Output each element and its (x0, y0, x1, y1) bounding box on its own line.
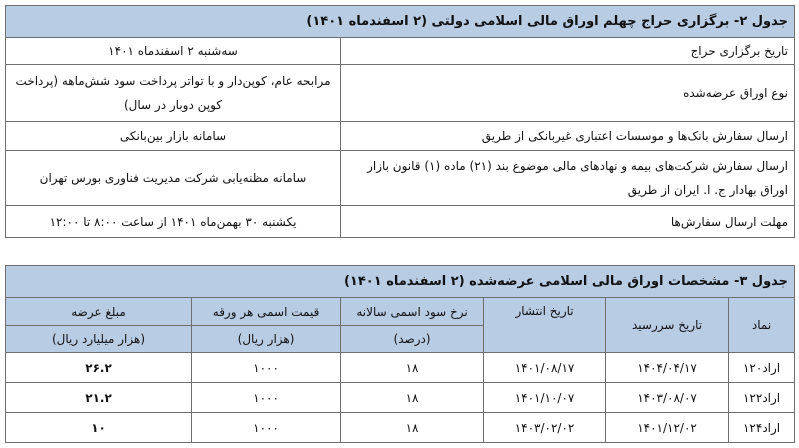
row-label: تاریخ برگزاری حراج (340, 37, 796, 65)
row-value: سامانه بازار بین‌بانکی (4, 121, 342, 151)
header-rate-unit: (درصد) (340, 325, 485, 353)
table-row: نوع اوراق عرضه‌شده مرابحه عام، کوپن‌دار … (4, 64, 796, 122)
row-label: مهلت ارسال سفارش‌ها (340, 205, 796, 238)
cell-maturity: ۱۴۰۳/۰۸/۰۷ (605, 382, 730, 413)
auction-table-caption: جدول ۲- برگزاری حراج چهلم اوراق مالی اسل… (4, 5, 796, 38)
auction-table: جدول ۲- برگزاری حراج چهلم اوراق مالی اسل… (4, 5, 796, 238)
header-rate: نرخ سود اسمی سالانه (340, 297, 485, 326)
cell-price: ۱۰۰۰ (191, 382, 342, 413)
table-row: ارسال سفارش شرکت‌های بیمه و نهادهای مالی… (4, 150, 796, 206)
securities-table-caption: جدول ۳- مشخصات اوراق مالی اسلامی عرضه‌شد… (4, 265, 796, 298)
cell-rate: ۱۸ (340, 352, 485, 383)
header-amount: مبلغ عرضه (4, 297, 193, 326)
cell-amount: ۲۱.۲ (4, 382, 193, 413)
row-value: سامانه مظنه‌یابی شرکت مدیریت فناوری بورس… (4, 150, 342, 206)
header-symbol: نماد (728, 297, 796, 353)
cell-issue: ۱۴۰۱/۰۸/۱۷ (483, 352, 607, 383)
cell-maturity: ۱۴۰۴/۰۴/۱۷ (605, 352, 730, 383)
row-value: سه‌شنبه ۲ اسفندماه ۱۴۰۱ (4, 37, 342, 65)
row-label: نوع اوراق عرضه‌شده (340, 64, 796, 122)
header-price: قیمت اسمی هر ورقه (191, 297, 342, 326)
header-maturity: تاریخ سررسید (605, 297, 730, 353)
securities-table: جدول ۳- مشخصات اوراق مالی اسلامی عرضه‌شد… (4, 265, 796, 443)
cell-rate: ۱۸ (340, 412, 485, 443)
header-amount-unit: (هزار میلیارد ریال) (4, 325, 193, 353)
table-row: تاریخ برگزاری حراج سه‌شنبه ۲ اسفندماه ۱۴… (4, 37, 796, 65)
header-price-unit: (هزار ریال) (191, 325, 342, 353)
table-row: اراد۱۲۴ ۱۴۰۱/۱۲/۰۲ ۱۴۰۳/۰۲/۰۲ ۱۸ ۱۰۰۰ ۱۰ (4, 412, 796, 443)
cell-symbol: اراد۱۲۲ (728, 382, 796, 413)
cell-issue: ۱۴۰۳/۰۲/۰۲ (483, 412, 607, 443)
cell-issue: ۱۴۰۱/۱۰/۰۷ (483, 382, 607, 413)
row-label: ارسال سفارش بانک‌ها و موسسات اعتباری غیر… (340, 121, 796, 151)
cell-rate: ۱۸ (340, 382, 485, 413)
table-row: ارسال سفارش بانک‌ها و موسسات اعتباری غیر… (4, 121, 796, 151)
header-issue: تاریخ انتشار (483, 297, 607, 353)
row-value: یکشنبه ۳۰ بهمن‌ماه ۱۴۰۱ از ساعت ۸:۰۰ تا … (4, 205, 342, 238)
cell-price: ۱۰۰۰ (191, 412, 342, 443)
cell-symbol: اراد۱۲۰ (728, 352, 796, 383)
row-value: مرابحه عام، کوپن‌دار و با تواتر پرداخت س… (4, 64, 342, 122)
cell-symbol: اراد۱۲۴ (728, 412, 796, 443)
table-row: اراد۱۲۲ ۱۴۰۳/۰۸/۰۷ ۱۴۰۱/۱۰/۰۷ ۱۸ ۱۰۰۰ ۲۱… (4, 382, 796, 413)
row-label: ارسال سفارش شرکت‌های بیمه و نهادهای مالی… (340, 150, 796, 206)
cell-amount: ۲۶.۲ (4, 352, 193, 383)
table-row: اراد۱۲۰ ۱۴۰۴/۰۴/۱۷ ۱۴۰۱/۰۸/۱۷ ۱۸ ۱۰۰۰ ۲۶… (4, 352, 796, 383)
cell-maturity: ۱۴۰۱/۱۲/۰۲ (605, 412, 730, 443)
cell-amount: ۱۰ (4, 412, 193, 443)
table-row: مهلت ارسال سفارش‌ها یکشنبه ۳۰ بهمن‌ماه ۱… (4, 205, 796, 238)
cell-price: ۱۰۰۰ (191, 352, 342, 383)
